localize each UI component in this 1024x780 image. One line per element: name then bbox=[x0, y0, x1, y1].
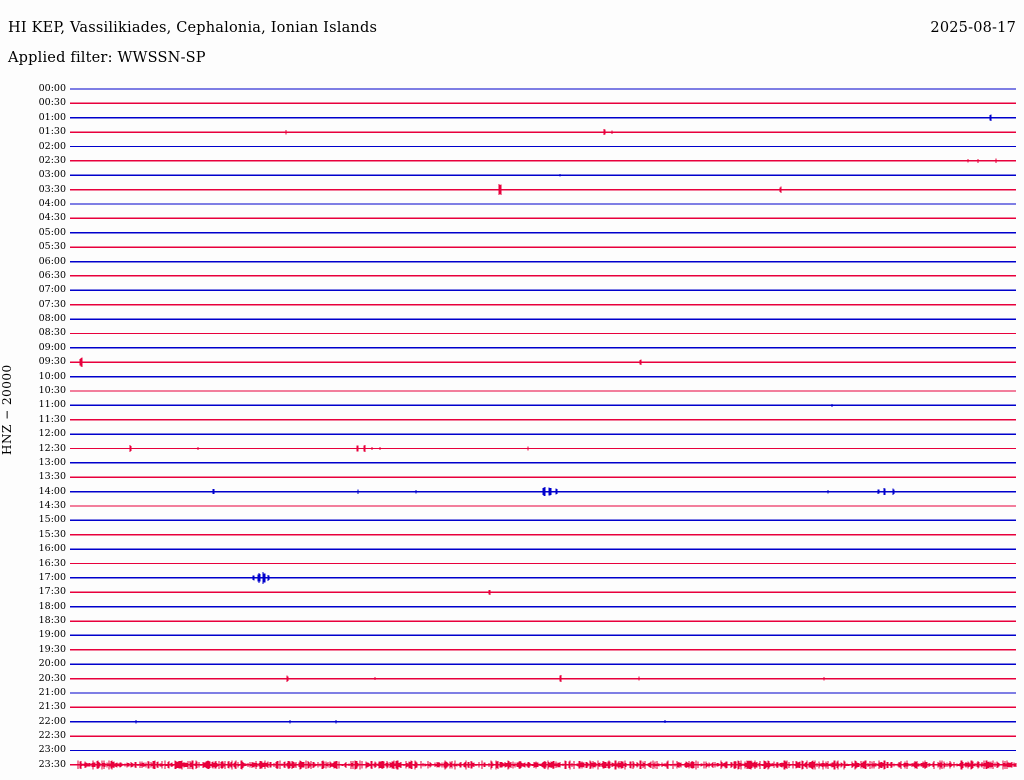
applied-filter-label: Applied filter: WWSSN-SP bbox=[8, 50, 206, 66]
time-tick-label: 18:30 bbox=[38, 615, 66, 627]
time-tick-label: 05:30 bbox=[38, 241, 66, 253]
time-tick-label: 00:00 bbox=[38, 83, 66, 94]
trace-event bbox=[79, 357, 642, 367]
trace-event bbox=[498, 184, 782, 196]
trace-event bbox=[129, 444, 529, 453]
time-tick-label: 19:30 bbox=[38, 643, 66, 655]
time-tick-label: 20:00 bbox=[38, 658, 66, 670]
record-date: 2025-08-17 bbox=[930, 20, 1016, 36]
time-tick-label: 08:00 bbox=[38, 313, 66, 325]
time-tick-label: 11:00 bbox=[38, 399, 66, 411]
time-tick-label: 08:30 bbox=[38, 327, 66, 339]
time-tick-label: 16:30 bbox=[38, 557, 66, 569]
time-tick-label: 14:00 bbox=[38, 485, 66, 497]
time-tick-label: 17:30 bbox=[38, 586, 66, 598]
page-title: HI KEP, Vassilikiades, Cephalonia, Ionia… bbox=[8, 20, 378, 36]
time-tick-label: 10:30 bbox=[38, 384, 66, 396]
time-tick-label: 04:30 bbox=[38, 212, 66, 224]
trace-event bbox=[488, 589, 491, 595]
time-tick-label: 14:30 bbox=[38, 500, 66, 512]
time-tick-labels: 00:00 00:30 01:00 01:30 02:00 02:30 03:00 03:30… bbox=[0, 0, 66, 780]
time-tick-label: 12:00 bbox=[38, 428, 66, 440]
time-tick-label: 02:30 bbox=[38, 154, 66, 166]
trace-event bbox=[967, 158, 997, 164]
time-tick-label: 01:30 bbox=[38, 126, 66, 138]
time-tick-label: 23:30 bbox=[38, 758, 66, 770]
time-tick-label: 06:00 bbox=[38, 255, 66, 267]
trace-event bbox=[252, 571, 270, 584]
time-tick-label: 11:30 bbox=[38, 413, 66, 425]
time-tick-label: 20:30 bbox=[38, 672, 66, 684]
time-tick-label: 10:00 bbox=[38, 370, 66, 382]
time-tick-label: 03:30 bbox=[38, 183, 66, 195]
time-tick-label: 04:00 bbox=[38, 198, 66, 210]
time-tick-label: 06:30 bbox=[38, 269, 66, 281]
time-tick-label: 21:30 bbox=[38, 701, 66, 713]
time-tick-label: 16:00 bbox=[38, 543, 66, 555]
time-tick-label: 07:00 bbox=[38, 284, 66, 296]
time-tick-label: 19:00 bbox=[38, 629, 66, 641]
trace-noise bbox=[77, 760, 1017, 770]
time-tick-label: 09:00 bbox=[38, 341, 66, 353]
time-tick-label: 01:00 bbox=[38, 111, 66, 123]
trace-event bbox=[135, 719, 666, 724]
time-tick-label: 03:00 bbox=[38, 169, 66, 181]
time-tick-label: 15:30 bbox=[38, 528, 66, 540]
time-tick-label: 13:00 bbox=[38, 456, 66, 468]
trace-event bbox=[989, 114, 992, 122]
time-tick-label: 23:00 bbox=[38, 744, 66, 756]
time-tick-label: 18:00 bbox=[38, 600, 66, 612]
time-tick-label: 09:30 bbox=[38, 356, 66, 368]
time-tick-label: 22:00 bbox=[38, 715, 66, 727]
time-tick-label: 00:30 bbox=[38, 97, 66, 109]
time-tick-label: 15:00 bbox=[38, 514, 66, 526]
time-tick-label: 05:00 bbox=[38, 226, 66, 238]
time-tick-label: 07:30 bbox=[38, 298, 66, 310]
trace-event bbox=[286, 675, 825, 683]
time-tick-label: 13:30 bbox=[38, 471, 66, 483]
trace-event bbox=[212, 487, 895, 497]
time-tick-label: 21:00 bbox=[38, 686, 66, 698]
time-tick-label: 12:30 bbox=[38, 442, 66, 454]
time-tick-label: 17:00 bbox=[38, 571, 66, 583]
time-tick-label: 22:30 bbox=[38, 730, 66, 742]
time-tick-label: 02:00 bbox=[38, 140, 66, 152]
trace-event bbox=[285, 129, 613, 136]
